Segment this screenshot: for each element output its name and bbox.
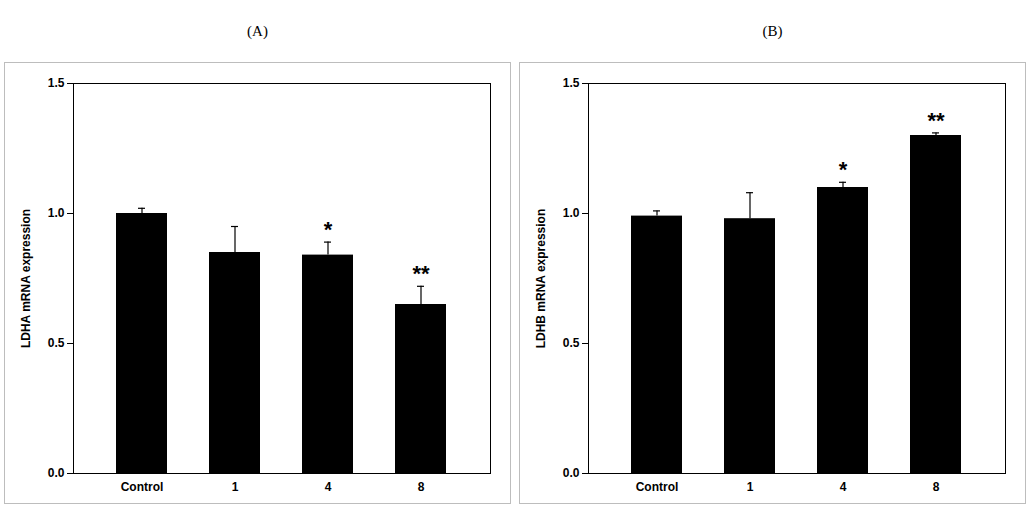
svg-text:*: *: [324, 217, 333, 242]
svg-text:4: 4: [325, 480, 332, 494]
svg-text:8: 8: [418, 480, 425, 494]
svg-text:1.5: 1.5: [563, 76, 580, 90]
html-text:(B): (B): [762, 23, 783, 39]
svg-text:*: *: [839, 157, 848, 182]
svg-text:**: **: [927, 108, 945, 133]
svg-text:1.0: 1.0: [563, 206, 580, 220]
svg-text:LDHB mRNA expression: LDHB mRNA expression: [534, 209, 548, 349]
html-text:(A): (A): [247, 23, 268, 39]
svg-text:8: 8: [933, 480, 940, 494]
svg-text:LDHA mRNA expression: LDHA mRNA expression: [19, 209, 33, 348]
svg-text:Control: Control: [636, 480, 679, 494]
svg-text:1: 1: [232, 480, 239, 494]
svg-text:0.0: 0.0: [563, 466, 580, 480]
svg-text:Control: Control: [121, 480, 164, 494]
svg-text:0.5: 0.5: [48, 336, 65, 350]
svg-text:**: **: [412, 261, 430, 286]
svg-text:1.0: 1.0: [48, 206, 65, 220]
svg-text:0.5: 0.5: [563, 336, 580, 350]
svg-text:1.5: 1.5: [48, 76, 65, 90]
svg-text:0.0: 0.0: [48, 466, 65, 480]
svg-text:4: 4: [840, 480, 847, 494]
svg-text:1: 1: [747, 480, 754, 494]
